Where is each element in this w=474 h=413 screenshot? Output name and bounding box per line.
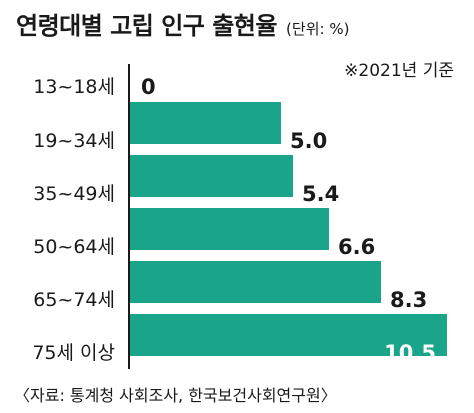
chart-source: 〈자료: 통계청 사회조사, 한국보건사회연구원〉 xyxy=(14,386,337,405)
value-label: 0 xyxy=(141,75,156,99)
bar xyxy=(130,314,447,356)
bar xyxy=(130,261,381,303)
value-label: 5.4 xyxy=(302,182,339,206)
value-label: 8.3 xyxy=(390,288,427,312)
value-label: 10.5 xyxy=(384,341,436,365)
category-label: 65~74세 xyxy=(33,289,115,311)
bar xyxy=(130,155,293,197)
value-label: 6.6 xyxy=(338,235,375,259)
category-label: 35~49세 xyxy=(33,183,115,205)
title-row: 연령대별 고립 인구 출현율 (단위: %) xyxy=(16,6,349,41)
chart-title: 연령대별 고립 인구 출현율 xyxy=(16,12,277,40)
category-label: 19~34세 xyxy=(33,130,115,152)
value-label: 5.0 xyxy=(290,129,327,153)
category-label: 50~64세 xyxy=(33,236,115,258)
category-label: 75세 이상 xyxy=(32,342,115,364)
bar xyxy=(130,208,329,250)
chart-note: ※2021년 기준 xyxy=(344,61,454,81)
bar xyxy=(130,102,281,144)
category-label: 13~18세 xyxy=(33,76,115,98)
chart-unit: (단위: %) xyxy=(286,20,350,38)
